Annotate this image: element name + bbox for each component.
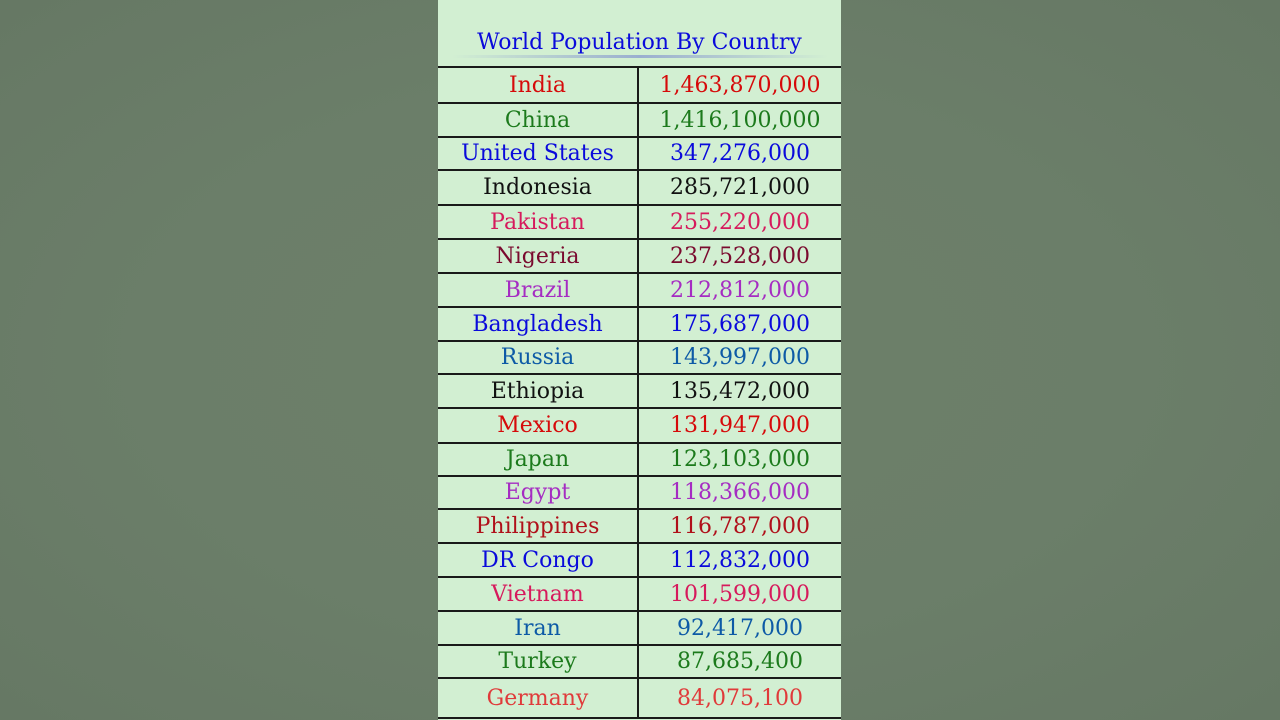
table-row: Egypt 118,366,000 — [438, 477, 841, 510]
country-name-cell: Turkey — [498, 649, 577, 674]
table-row: Ethiopia 135,472,000 — [438, 375, 841, 409]
country-name-cell: Germany — [486, 685, 589, 711]
population-value-cell: 347,276,000 — [670, 141, 810, 166]
table-row: Pakistan 255,220,000 — [438, 206, 841, 240]
population-value-cell: 212,812,000 — [670, 277, 810, 303]
title-underline — [452, 55, 828, 58]
population-value-cell: 123,103,000 — [670, 447, 810, 472]
population-value-cell: 112,832,000 — [670, 547, 810, 573]
table-row: Philippines 116,787,000 — [438, 510, 841, 544]
table-row: Iran 92,417,000 — [438, 612, 841, 646]
table-row: Japan 123,103,000 — [438, 444, 841, 477]
country-name-cell: Russia — [500, 345, 575, 370]
table-row: United States 347,276,000 — [438, 138, 841, 171]
population-value-cell: 84,075,100 — [677, 685, 803, 711]
population-value-cell: 118,366,000 — [670, 480, 810, 505]
population-value-cell: 143,997,000 — [670, 345, 810, 370]
country-name-cell: Mexico — [497, 413, 578, 438]
population-value-cell: 131,947,000 — [670, 413, 810, 438]
table-row: DR Congo 112,832,000 — [438, 544, 841, 578]
country-name-cell: Ethiopia — [490, 378, 585, 404]
population-table: India 1,463,870,000 China 1,416,100,000 Unit… — [438, 66, 841, 719]
country-name-cell: Nigeria — [495, 243, 580, 269]
population-value-cell: 175,687,000 — [670, 311, 810, 337]
population-value-cell: 87,685,400 — [677, 649, 803, 674]
population-value-cell: 101,599,000 — [670, 581, 810, 607]
country-name-cell: Indonesia — [483, 175, 592, 200]
table-row: Bangladesh 175,687,000 — [438, 308, 841, 342]
table-row: Turkey 87,685,400 — [438, 646, 841, 679]
country-name-cell: Iran — [514, 615, 561, 641]
population-table-panel: World Population By Country India 1,463,8… — [438, 0, 841, 720]
table-row: Indonesia 285,721,000 — [438, 171, 841, 206]
chart-title: World Population By Country — [477, 30, 802, 55]
population-value-cell: 1,463,870,000 — [659, 72, 821, 98]
country-name-cell: United States — [461, 141, 614, 166]
population-value-cell: 285,721,000 — [670, 175, 810, 200]
table-row: Germany 84,075,100 — [438, 679, 841, 719]
population-value-cell: 92,417,000 — [677, 615, 803, 641]
table-row: Mexico 131,947,000 — [438, 409, 841, 444]
population-value-cell: 116,787,000 — [670, 513, 810, 539]
table-row: China 1,416,100,000 — [438, 104, 841, 138]
population-value-cell: 237,528,000 — [670, 243, 810, 269]
population-value-cell: 255,220,000 — [670, 209, 810, 235]
country-name-cell: India — [508, 72, 567, 98]
table-row: Nigeria 237,528,000 — [438, 240, 841, 274]
country-name-cell: Egypt — [504, 480, 571, 505]
country-name-cell: Bangladesh — [472, 311, 603, 337]
population-value-cell: 1,416,100,000 — [659, 107, 821, 133]
country-name-cell: DR Congo — [481, 547, 594, 573]
country-name-cell: Brazil — [504, 277, 571, 303]
table-row: India 1,463,870,000 — [438, 68, 841, 104]
population-value-cell: 135,472,000 — [670, 378, 810, 404]
country-name-cell: Japan — [505, 447, 570, 472]
table-row: Russia 143,997,000 — [438, 342, 841, 375]
country-name-cell: Pakistan — [490, 209, 585, 235]
country-name-cell: China — [504, 107, 571, 133]
table-row: Brazil 212,812,000 — [438, 274, 841, 308]
country-name-cell: Philippines — [475, 513, 600, 539]
table-row: Vietnam 101,599,000 — [438, 578, 841, 612]
country-name-cell: Vietnam — [491, 581, 584, 607]
